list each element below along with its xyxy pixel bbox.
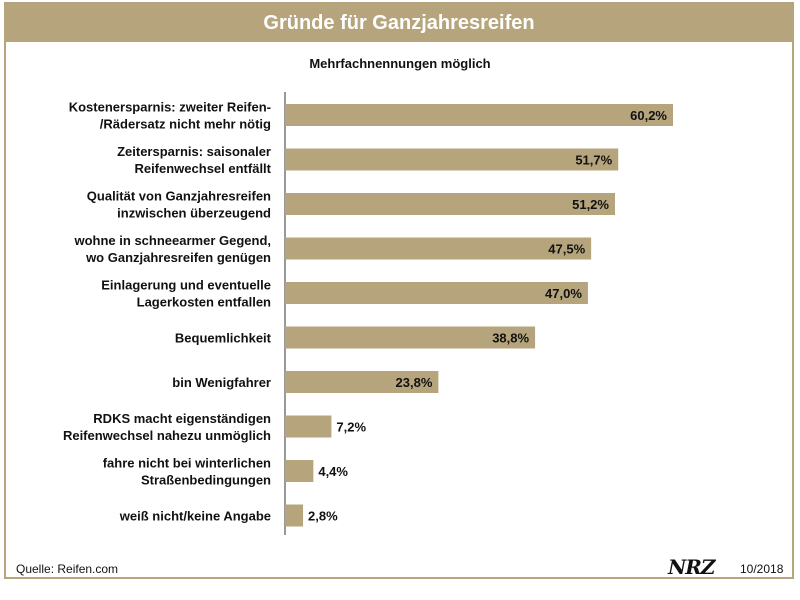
bar xyxy=(285,104,673,126)
category-label: Lagerkosten entfallen xyxy=(137,295,271,310)
value-label: 38,8% xyxy=(492,331,529,346)
category-label: weiß nicht/keine Angabe xyxy=(119,509,271,524)
category-label: wo Ganzjahresreifen genügen xyxy=(85,250,271,265)
bar xyxy=(285,371,439,393)
bar xyxy=(285,504,304,527)
bar xyxy=(285,326,536,349)
chart-title: Gründe für Ganzjahresreifen xyxy=(263,11,535,34)
bar xyxy=(285,460,314,482)
category-label: RDKS macht eigenständigen xyxy=(93,411,271,426)
nrz-logo: NRZ xyxy=(668,555,716,579)
category-label: Einlagerung und eventuelle xyxy=(101,278,271,293)
value-label: 7,2% xyxy=(336,420,366,435)
category-label: Reifenwechsel entfällt xyxy=(134,161,271,176)
title-bar: Gründe für Ganzjahresreifen xyxy=(4,4,794,42)
value-label: 2,8% xyxy=(308,509,338,524)
category-label: wohne in schneearmer Gegend, xyxy=(74,233,272,248)
category-label: Kostenersparnis: zweiter Reifen- xyxy=(69,100,271,115)
bar xyxy=(285,148,619,171)
bar xyxy=(285,237,592,260)
source-note: Quelle: Reifen.com xyxy=(16,562,119,576)
category-label: /Rädersatz nicht mehr nötig xyxy=(100,117,271,132)
category-label: Reifenwechsel nahezu unmöglich xyxy=(63,428,271,443)
category-label: inzwischen überzeugend xyxy=(117,206,271,221)
value-label: 47,0% xyxy=(545,286,582,301)
category-label: Straßenbedingungen xyxy=(141,473,271,488)
chart-subtitle: Mehrfachnennungen möglich xyxy=(309,56,491,71)
category-label: Bequemlichkeit xyxy=(175,331,272,346)
category-label: Qualität von Ganzjahresreifen xyxy=(87,189,271,204)
publication-date: 10/2018 xyxy=(740,562,784,576)
category-label: fahre nicht bei winterlichen xyxy=(103,456,271,471)
category-label: Zeitersparnis: saisonaler xyxy=(117,144,271,159)
bar xyxy=(285,415,332,438)
bar xyxy=(285,193,615,215)
value-label: 47,5% xyxy=(548,242,585,257)
value-label: 60,2% xyxy=(630,108,667,123)
value-label: 4,4% xyxy=(318,464,348,479)
category-label: bin Wenigfahrer xyxy=(172,375,271,390)
value-label: 51,7% xyxy=(575,153,612,168)
bar xyxy=(285,282,588,304)
value-label: 23,8% xyxy=(396,375,433,390)
value-label: 51,2% xyxy=(572,197,609,212)
chart-frame xyxy=(4,2,794,579)
